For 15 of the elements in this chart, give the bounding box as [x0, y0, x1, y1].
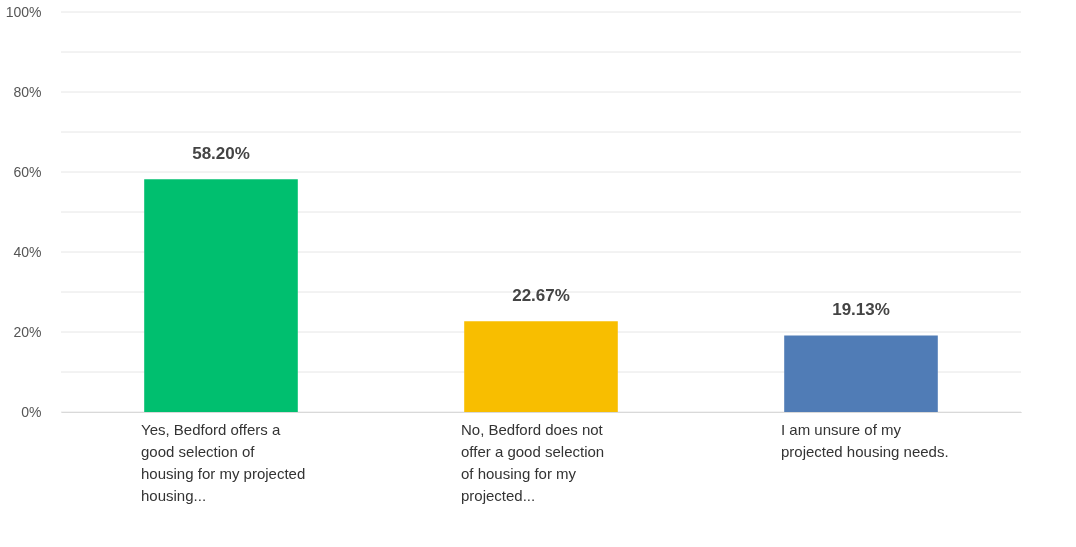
x-tick-label: I am unsure of my projected housing needs. — [781, 420, 949, 460]
y-tick-label: 80% — [13, 83, 42, 100]
y-tick-label: 20% — [13, 323, 42, 340]
y-tick-label: 0% — [21, 403, 42, 420]
bar — [144, 179, 298, 412]
bar — [464, 321, 618, 412]
y-tick-label: 60% — [13, 163, 42, 180]
bar — [784, 335, 938, 412]
data-label: 22.67% — [512, 286, 570, 306]
data-label: 19.13% — [832, 300, 890, 320]
y-tick-label: 40% — [13, 243, 42, 260]
y-tick-label: 100% — [5, 3, 42, 20]
x-tick-label: Yes, Bedford offers a good selection of housing for my projected housing... — [141, 420, 306, 504]
x-tick-label: No, Bedford does not offer a good selection of housing for my projected... — [461, 420, 605, 504]
data-label: 58.20% — [192, 144, 250, 164]
